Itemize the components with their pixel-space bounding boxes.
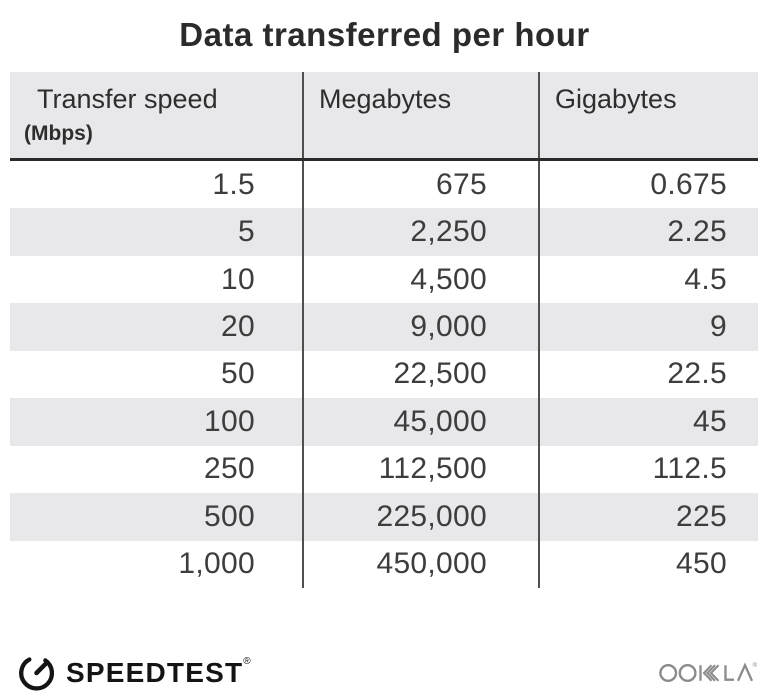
table-cell: 112,500 [302, 445, 538, 494]
column-header-transfer-speed: Transfer speed (Mbps) [10, 72, 302, 158]
table-cell: 500 [204, 499, 255, 533]
table-cell: 50 [221, 357, 255, 391]
table-row: 5 2,250 2.25 [10, 208, 758, 256]
table-row: 250 112,500 112.5 [10, 445, 758, 494]
column-header-unit: (Mbps) [24, 122, 93, 145]
ookla-logo: ® [659, 658, 757, 686]
footer: SPEEDTEST® ® [0, 646, 769, 698]
page-title: Data transferred per hour [179, 16, 590, 53]
table-cell: 225 [538, 493, 758, 541]
table-cell: 4,500 [302, 255, 538, 304]
speedtest-wordmark: SPEEDTEST® [66, 656, 252, 688]
table-cell: 4.5 [538, 255, 758, 304]
table-body: 1.5 675 0.675 5 2,250 2.25 10 4,500 4.5 20 9,000 9 5… [10, 161, 758, 588]
table-cell: 225,000 [302, 493, 538, 541]
column-header-label: Gigabytes [555, 84, 677, 114]
table-cell: 675 [302, 161, 538, 209]
table-cell: 45 [538, 398, 758, 446]
table-row: 100 45,000 45 [10, 398, 758, 446]
table-cell: 22,500 [302, 350, 538, 399]
table-cell: 112.5 [538, 445, 758, 494]
speedtest-logo: SPEEDTEST® [16, 651, 252, 693]
table-cell: 5 [238, 215, 255, 249]
table-cell: 1.5 [212, 167, 255, 201]
table-cell: 250 [204, 452, 255, 486]
table-cell: 1,000 [178, 547, 255, 581]
table-cell: 0.675 [538, 161, 758, 209]
table-cell: 2,250 [302, 208, 538, 256]
table-row: 1,000 450,000 450 [10, 540, 758, 588]
speedtest-gauge-icon [16, 651, 57, 693]
table-header-row: Transfer speed (Mbps) Megabytes Gigabyte… [10, 72, 758, 161]
column-header-megabytes: Megabytes [302, 72, 538, 158]
table-row: 10 4,500 4.5 [10, 255, 758, 304]
table-cell: 100 [204, 404, 255, 438]
table-cell: 45,000 [302, 398, 538, 446]
table-cell: 2.25 [538, 208, 758, 256]
table-row: 500 225,000 225 [10, 493, 758, 541]
column-header-label: Megabytes [319, 84, 452, 114]
table-row: 1.5 675 0.675 [10, 161, 758, 209]
column-header-label: Transfer speed [37, 84, 218, 114]
table-cell: 450 [538, 540, 758, 588]
speedtest-trademark: ® [243, 656, 252, 667]
table-cell: 9 [538, 303, 758, 351]
table-cell: 9,000 [302, 303, 538, 351]
ookla-trademark: ® [753, 661, 758, 669]
table-row: 20 9,000 9 [10, 303, 758, 351]
table-cell: 450,000 [302, 540, 538, 588]
table-cell: 22.5 [538, 350, 758, 399]
ookla-wordmark-icon: ® [659, 658, 757, 686]
table-cell: 10 [221, 262, 255, 296]
table-row: 50 22,500 22.5 [10, 350, 758, 399]
column-header-gigabytes: Gigabytes [538, 72, 758, 158]
data-table: Transfer speed (Mbps) Megabytes Gigabyte… [10, 72, 758, 588]
table-cell: 20 [221, 310, 255, 344]
